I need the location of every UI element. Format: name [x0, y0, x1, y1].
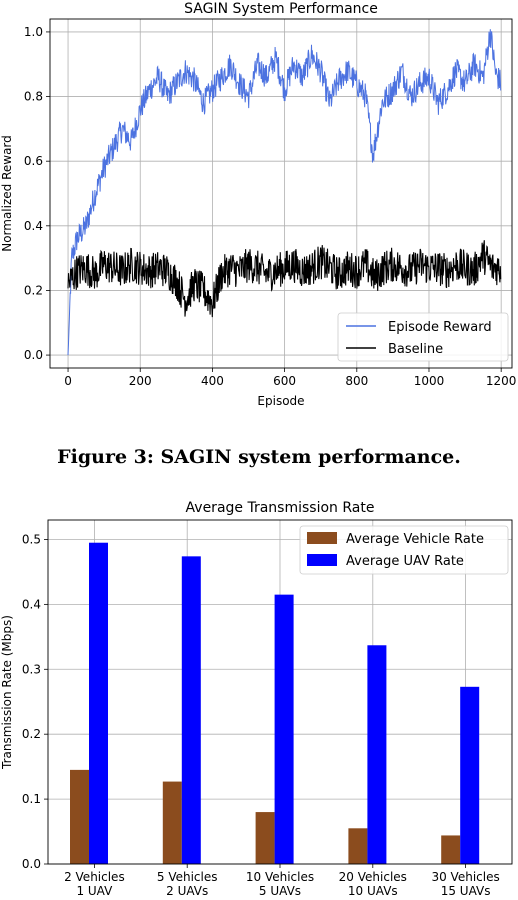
- y-axis-label: Normalized Reward: [0, 135, 14, 252]
- series-line-episode-reward: [67, 29, 502, 356]
- y-tick-label: 0.0: [22, 857, 41, 871]
- y-tick-label: 0.8: [24, 90, 43, 104]
- bar-vehicle-rate: [162, 781, 182, 864]
- y-tick-label: 0.6: [24, 154, 43, 168]
- bar-uav-rate: [460, 686, 480, 864]
- y-tick-label: 0.2: [22, 727, 41, 741]
- legend: Episode Reward Baseline: [337, 312, 509, 362]
- y-axis-label: Transmission Rate (Mbps): [0, 615, 14, 770]
- x-tick-label: 2 Vehicles: [64, 870, 125, 884]
- x-tick-label: 2 UAVs: [166, 884, 208, 898]
- x-tick-label: 200: [129, 374, 152, 388]
- x-axis-label: Episode: [257, 394, 304, 408]
- legend-swatch: [307, 532, 337, 544]
- legend-swatch: [307, 554, 337, 566]
- x-tick-label: 5 Vehicles: [157, 870, 218, 884]
- y-tick-label: 0.1: [22, 792, 41, 806]
- series-line-baseline: [67, 240, 502, 318]
- x-tick-label: 10 Vehicles: [246, 870, 314, 884]
- x-tick-label: 10 UAVs: [348, 884, 398, 898]
- x-tick-label: 1000: [414, 374, 445, 388]
- bar-uav-rate: [89, 542, 108, 864]
- x-tick-label: 5 UAVs: [259, 884, 301, 898]
- x-tick-label: 600: [273, 374, 296, 388]
- bar-vehicle-rate: [255, 812, 275, 864]
- x-tick-label: 15 UAVs: [441, 884, 491, 898]
- x-tick-label: 1200: [486, 374, 517, 388]
- x-tick-label: 30 Vehicles: [431, 870, 499, 884]
- x-tick-label: 20 Vehicles: [339, 870, 407, 884]
- x-tick-label: 1 UAV: [76, 884, 113, 898]
- legend-box: [299, 525, 509, 575]
- reward-line-chart: 0 200 400 600 800 1000 1200 0.0 0.2 0.4 0.6 0.8 1.0 S…: [0, 1, 517, 408]
- legend-label: Episode Reward: [388, 320, 492, 335]
- plot-frame: [47, 519, 513, 865]
- chart-title: Average Transmission Rate: [186, 500, 375, 516]
- y-tick-label: 0.0: [24, 348, 43, 362]
- y-tick-label: 0.5: [22, 532, 41, 546]
- bar-uav-rate: [367, 645, 387, 864]
- bar-uav-rate: [181, 556, 201, 864]
- x-tick-label: 800: [345, 374, 368, 388]
- x-tick-label: 0: [64, 374, 72, 388]
- legend-label: Average Vehicle Rate: [346, 532, 484, 547]
- legend-label: Baseline: [388, 342, 443, 357]
- legend-label: Average UAV Rate: [346, 554, 464, 569]
- bar-vehicle-rate: [348, 828, 368, 864]
- y-tick-label: 1.0: [24, 25, 43, 39]
- y-tick-label: 0.4: [22, 597, 41, 611]
- legend-box: [337, 312, 509, 362]
- chart-title: SAGIN System Performance: [184, 1, 378, 17]
- legend: Average Vehicle Rate Average UAV Rate: [299, 525, 509, 575]
- y-tick-label: 0.2: [24, 283, 43, 297]
- bar-uav-rate: [274, 594, 294, 864]
- x-tick-label: 400: [201, 374, 224, 388]
- figure-caption: Figure 3: SAGIN system performance.: [57, 446, 461, 468]
- bar-vehicle-rate: [441, 835, 461, 864]
- bar-vehicle-rate: [70, 769, 89, 864]
- y-tick-label: 0.4: [24, 219, 43, 233]
- y-tick-label: 0.3: [22, 662, 41, 676]
- plot-frame: [49, 18, 513, 369]
